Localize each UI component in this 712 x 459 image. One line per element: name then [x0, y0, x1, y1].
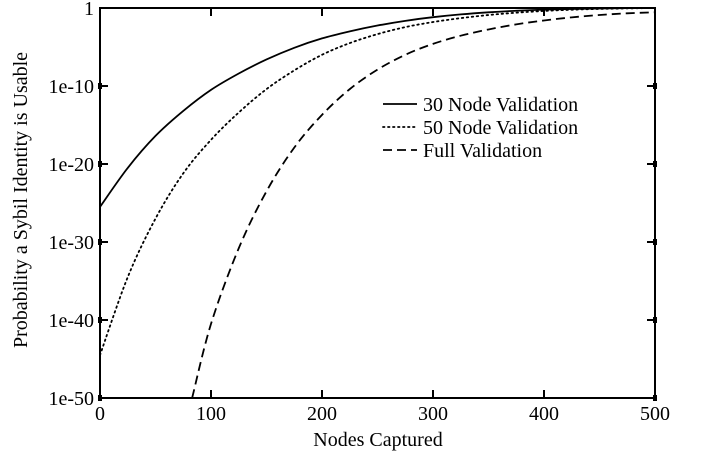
x-axis-ticks: 0 100 200 300 400 500 — [95, 8, 670, 425]
x-tick-label: 400 — [529, 403, 559, 425]
y-tick-label: 1e-30 — [48, 232, 94, 254]
y-tick-marker-left — [98, 317, 102, 323]
y-tick-marker-right — [653, 83, 657, 89]
y-tick-marker-right — [653, 161, 657, 167]
y-tick-marker-right — [653, 239, 657, 245]
series-line-1 — [100, 8, 655, 208]
y-tick-marker-left — [98, 161, 102, 167]
series-line-3 — [191, 11, 655, 398]
y-tick-label: 1e-10 — [48, 76, 94, 98]
x-tick-label: 300 — [418, 403, 448, 425]
y-tick-label: 1e-50 — [48, 388, 94, 410]
x-axis-title: Nodes Captured — [313, 429, 442, 451]
legend-label-3: Full Validation — [423, 140, 542, 162]
y-tick-marker-left — [98, 239, 102, 245]
x-tick-label: 100 — [196, 403, 226, 425]
y-tick-marker-right — [653, 317, 657, 323]
y-axis-title: Probability a Sybil Identity is Usable — [10, 52, 32, 348]
x-tick-label: 200 — [307, 403, 337, 425]
series-line-2 — [100, 8, 655, 356]
y-tick-marker-left — [98, 83, 102, 89]
legend-label-2: 50 Node Validation — [423, 117, 578, 139]
plot-frame — [99, 7, 656, 399]
y-tick-marker-left — [98, 395, 102, 401]
series-lines — [100, 8, 655, 398]
y-tick-label: 1 — [84, 0, 94, 20]
y-tick-label: 1e-40 — [48, 310, 94, 332]
legend-label-1: 30 Node Validation — [423, 94, 578, 116]
y-axis-ticks: 1 1e-10 1e-20 1e-30 1e-40 1e-50 — [48, 0, 657, 410]
y-tick-label: 1e-20 — [48, 154, 94, 176]
y-tick-marker-right — [653, 395, 657, 401]
x-tick-label: 500 — [640, 403, 670, 425]
x-tick-label: 0 — [95, 403, 105, 425]
